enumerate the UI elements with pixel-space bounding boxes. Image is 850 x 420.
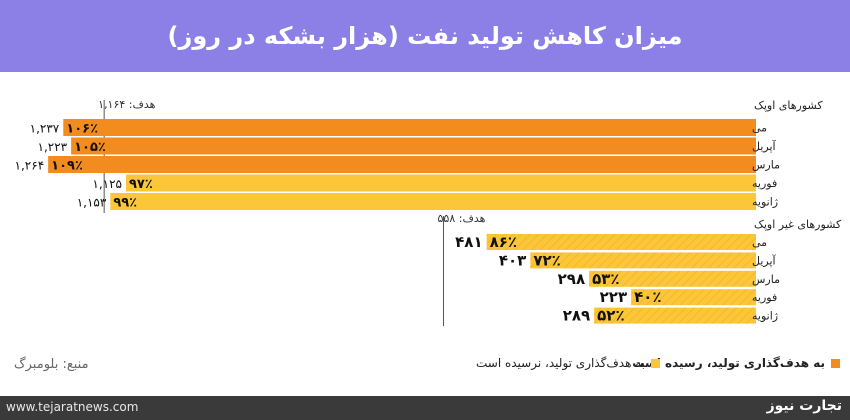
non-opec-bar	[631, 289, 756, 306]
non-opec-category-label: آپریل	[752, 253, 777, 267]
legend-reached-label: به هدف‌گذاری تولید، رسیده است	[632, 356, 825, 370]
opec-percent-label: ۱۰۶٪	[66, 122, 98, 137]
legend-reached-swatch	[831, 358, 840, 368]
non-opec-bar	[486, 234, 756, 250]
opec-category-label: می	[752, 122, 767, 135]
non-opec-group-title: کشورهای غیر اوپک	[754, 218, 842, 231]
opec-bar	[71, 137, 757, 155]
footer-url: www.tejaratnews.com	[6, 400, 139, 414]
opec-bar	[126, 174, 756, 192]
opec-percent-label: ۱۰۹٪	[51, 159, 83, 174]
non-opec-bar	[589, 270, 756, 287]
opec-value-label: ۱,۲۶۴	[15, 159, 45, 173]
opec-percent-label: ۱۰۵٪	[74, 140, 106, 155]
opec-bar	[63, 119, 756, 136]
opec-target-label: هدف: ۱,۱۶۴	[98, 98, 156, 111]
opec-value-label: ۱,۱۲۵	[92, 177, 122, 191]
legend-not-reached: به هدف‌گذاری تولید، نرسیده است	[476, 356, 660, 370]
opec-value-label: ۱,۱۵۳	[77, 196, 107, 210]
non-opec-bar	[530, 252, 756, 269]
opec-group-title: کشورهای اوپک	[754, 99, 823, 112]
non-opec-category-label: می	[752, 236, 767, 249]
non-opec-value-label: ۴۸۱	[455, 233, 482, 251]
opec-value-label: ۱,۲۳۷	[30, 122, 60, 136]
non-opec-percent-label: ۵۳٪	[592, 270, 619, 288]
non-opec-value-label: ۲۹۸	[558, 270, 585, 288]
opec-category-label: مارس	[752, 159, 780, 172]
non-opec-value-label: ۲۲۳	[600, 288, 627, 306]
footer-bar	[0, 396, 850, 420]
opec-category-label: فوریه	[752, 177, 777, 190]
opec-percent-label: ۹۹٪	[113, 196, 137, 211]
non-opec-percent-label: ۴۰٪	[634, 288, 661, 306]
opec-category-label: آپریل	[752, 139, 777, 153]
legend-reached: به هدف‌گذاری تولید، رسیده است	[632, 356, 840, 370]
opec-bar	[110, 193, 756, 210]
chart-title: میزان کاهش تولید نفت (هزار بشکه در روز)	[167, 22, 683, 50]
non-opec-value-label: ۴۰۳	[499, 251, 526, 269]
legend-not-reached-swatch	[651, 358, 660, 368]
opec-category-label: ژانویه	[752, 196, 778, 209]
non-opec-target-label: هدف: ۵۵۸	[438, 212, 486, 225]
non-opec-percent-label: ۵۲٪	[597, 307, 624, 325]
header-banner	[0, 0, 850, 72]
legend-not-reached-label: به هدف‌گذاری تولید، نرسیده است	[475, 356, 645, 370]
footer-logo: تجارت نیوز	[766, 398, 842, 414]
source-note: منبع: بلومبرگ	[14, 357, 89, 372]
non-opec-category-label: ژانویه	[752, 310, 778, 323]
opec-value-label: ۱,۲۲۳	[38, 140, 68, 154]
opec-percent-label: ۹۷٪	[129, 177, 153, 192]
non-opec-category-label: فوریه	[752, 291, 777, 304]
opec-bar	[48, 156, 757, 173]
oil-cut-chart: کشورهای اوپک هدف: ۱,۱۶۴ می ۱۰۶٪ ۱,۲۳۷ آپریل ۱۰…	[15, 98, 842, 326]
non-opec-value-label: ۲۸۹	[563, 307, 590, 325]
non-opec-bar	[594, 307, 756, 324]
non-opec-percent-label: ۸۶٪	[490, 233, 517, 251]
non-opec-category-label: مارس	[752, 273, 780, 286]
non-opec-percent-label: ۷۲٪	[533, 251, 560, 269]
